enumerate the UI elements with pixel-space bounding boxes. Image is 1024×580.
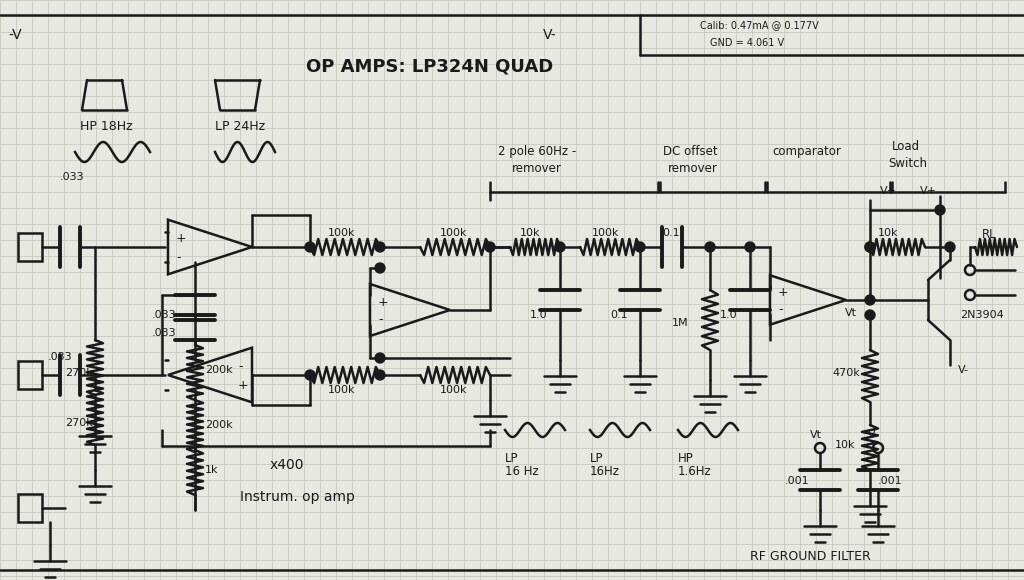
Text: .033: .033 (152, 328, 176, 338)
Text: .001: .001 (785, 476, 810, 486)
Circle shape (305, 242, 315, 252)
Text: 470k: 470k (831, 368, 860, 378)
Text: RL: RL (982, 228, 996, 241)
Text: remover: remover (668, 162, 718, 175)
Text: -: - (176, 251, 180, 264)
Text: -: - (378, 314, 383, 327)
Text: 1k: 1k (205, 465, 218, 475)
Circle shape (935, 205, 945, 215)
Text: HP 18Hz: HP 18Hz (80, 120, 133, 133)
Text: 1.0: 1.0 (530, 310, 548, 320)
Text: -: - (238, 360, 243, 373)
Text: Vt: Vt (810, 430, 822, 440)
Circle shape (635, 242, 645, 252)
Text: RF GROUND FILTER: RF GROUND FILTER (750, 550, 870, 563)
Text: remover: remover (512, 162, 562, 175)
Text: V+: V+ (880, 186, 897, 196)
Text: LP: LP (505, 452, 518, 465)
Circle shape (745, 242, 755, 252)
Circle shape (555, 242, 565, 252)
Text: 10k: 10k (878, 228, 898, 238)
Text: V-: V- (543, 28, 557, 42)
Text: 16 Hz: 16 Hz (505, 465, 539, 478)
Text: 270k: 270k (65, 368, 93, 378)
Text: 100k: 100k (440, 228, 468, 238)
Text: Vt: Vt (845, 308, 857, 318)
Bar (18, 494, 42, 522)
Text: 100k: 100k (328, 385, 355, 395)
Circle shape (865, 295, 874, 305)
Circle shape (375, 242, 385, 252)
Text: V-: V- (958, 365, 969, 375)
Text: 2N3904: 2N3904 (961, 310, 1004, 320)
Text: .033: .033 (60, 172, 85, 182)
Circle shape (865, 242, 874, 252)
Text: 100k: 100k (328, 228, 355, 238)
Text: 100k: 100k (592, 228, 620, 238)
Circle shape (305, 370, 315, 380)
Text: 200k: 200k (205, 365, 232, 375)
Circle shape (375, 353, 385, 363)
Circle shape (865, 242, 874, 252)
Text: +: + (778, 286, 788, 299)
Bar (18, 233, 42, 261)
Circle shape (705, 242, 715, 252)
Circle shape (945, 242, 955, 252)
Text: 2 pole 60Hz -: 2 pole 60Hz - (498, 145, 577, 158)
Circle shape (865, 310, 874, 320)
Text: 100k: 100k (440, 385, 468, 395)
Text: 1.6Hz: 1.6Hz (678, 465, 712, 478)
Text: V+: V+ (920, 186, 937, 196)
Text: 10k: 10k (520, 228, 541, 238)
Text: .001: .001 (878, 476, 902, 486)
Text: OP AMPS: LP324N QUAD: OP AMPS: LP324N QUAD (306, 58, 554, 76)
Circle shape (485, 242, 495, 252)
Text: 200k: 200k (205, 420, 232, 430)
Text: comparator: comparator (772, 145, 841, 158)
Text: LP: LP (590, 452, 603, 465)
Text: HP: HP (678, 452, 693, 465)
Text: +: + (238, 379, 249, 392)
Text: Calib: 0.47mA @ 0.177V: Calib: 0.47mA @ 0.177V (700, 20, 819, 30)
Text: +: + (378, 295, 389, 309)
Text: .033: .033 (48, 352, 73, 362)
Text: 10k: 10k (835, 440, 855, 450)
Text: 1.0: 1.0 (720, 310, 737, 320)
Text: LP 24Hz: LP 24Hz (215, 120, 265, 133)
Text: DC offset: DC offset (663, 145, 718, 158)
Circle shape (375, 370, 385, 380)
Text: x400: x400 (270, 458, 304, 472)
Text: .033: .033 (152, 310, 176, 320)
Text: 0.1: 0.1 (610, 310, 628, 320)
Text: Switch: Switch (888, 157, 927, 170)
Circle shape (375, 263, 385, 273)
Text: 1M: 1M (672, 318, 688, 328)
Bar (18, 361, 42, 389)
Text: +: + (176, 232, 186, 245)
Text: V-: V- (868, 430, 879, 440)
Text: GND = 4.061 V: GND = 4.061 V (710, 38, 784, 48)
Text: Load: Load (892, 140, 921, 153)
Text: -V: -V (8, 28, 22, 42)
Text: 16Hz: 16Hz (590, 465, 620, 478)
Text: Instrum. op amp: Instrum. op amp (240, 490, 355, 504)
Text: -: - (778, 303, 782, 316)
Text: 270k: 270k (65, 418, 93, 428)
Text: 0.1: 0.1 (662, 228, 680, 238)
